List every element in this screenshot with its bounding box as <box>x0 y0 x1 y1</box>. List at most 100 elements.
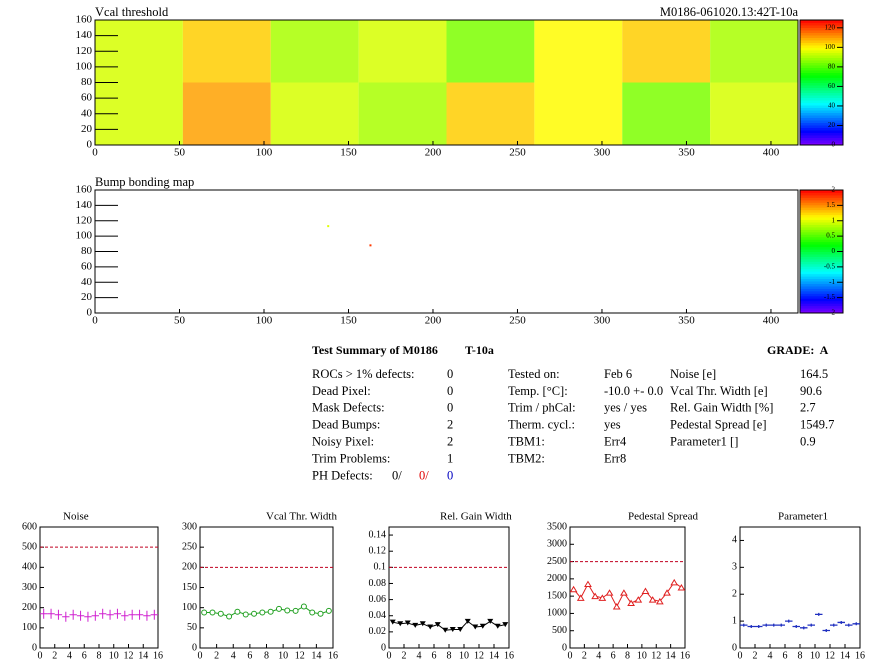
colorbar-step <box>800 305 843 309</box>
y-tick-label: 160 <box>76 184 93 196</box>
colorbar-step <box>800 82 843 86</box>
z-tick-label: -2 <box>829 309 835 317</box>
z-tick-label: 1 <box>832 216 836 224</box>
y-tick-label: 1500 <box>547 590 567 601</box>
chart-title: Bump bonding map <box>95 175 194 189</box>
x-tick-label: 14 <box>489 650 499 661</box>
marker <box>209 609 216 616</box>
colorbar-step <box>800 122 843 126</box>
chart-subtitle: M0186-061020.13:42T-10a <box>660 5 799 19</box>
colorbar-step <box>800 132 843 136</box>
y-tick-label: 4 <box>732 535 737 546</box>
summary-value: 0 <box>447 384 453 398</box>
y-tick-label: 200 <box>22 602 37 613</box>
colorbar-step <box>800 276 843 280</box>
marker <box>325 607 332 614</box>
colorbar-step <box>800 283 843 287</box>
colorbar-step <box>800 20 843 23</box>
x-tick-label: 8 <box>798 650 803 661</box>
frame <box>199 526 334 649</box>
colorbar-step <box>800 258 843 262</box>
marker <box>292 607 299 614</box>
summary-value: Feb 6 <box>604 367 632 381</box>
summary-value: 1549.7 <box>800 418 834 432</box>
colorbar-step <box>800 92 843 96</box>
chart-title: Rel. Gain Width <box>440 511 512 523</box>
marker <box>822 629 830 633</box>
x-tick-label: 8 <box>447 650 452 661</box>
colorbar-step <box>800 100 843 103</box>
heatmap-cell <box>534 82 623 145</box>
marker <box>740 623 748 627</box>
summary-label: Trim Problems: <box>312 451 390 465</box>
marker <box>464 618 471 624</box>
x-tick-label: 0 <box>387 650 392 661</box>
summary-label: Parameter1 [] <box>670 434 738 448</box>
marker <box>317 610 324 617</box>
y-tick-label: 3500 <box>547 521 567 532</box>
colorbar-step <box>800 241 843 245</box>
z-tick-label: 100 <box>825 43 836 51</box>
marker <box>777 623 785 627</box>
y-tick-label: 100 <box>76 60 93 72</box>
y-tick-label: 0.1 <box>374 562 387 573</box>
marker <box>113 608 122 619</box>
colorbar-step <box>800 117 843 121</box>
heatmap-cell <box>446 20 535 83</box>
marker <box>217 610 224 617</box>
series-line <box>392 620 506 631</box>
summary-value: yes <box>604 418 621 432</box>
colorbar-step <box>800 281 843 284</box>
summary-value: 0.9 <box>800 434 816 448</box>
colorbar-step <box>800 95 843 98</box>
colorbar-step <box>800 261 843 265</box>
summary-label: Dead Pixel: <box>312 384 371 398</box>
x-tick-label: 14 <box>840 650 850 661</box>
y-tick-label: 0.06 <box>369 594 387 605</box>
frame <box>739 526 861 649</box>
x-tick-label: 0 <box>198 650 203 661</box>
marker <box>275 605 282 612</box>
colorbar-step <box>800 204 843 208</box>
colorbar-step <box>800 234 843 238</box>
marker <box>284 607 291 614</box>
z-tick-label: 80 <box>828 62 836 70</box>
x-tick-label: 12 <box>295 650 305 661</box>
x-tick-label: 12 <box>825 650 835 661</box>
x-tick-label: 2 <box>214 650 219 661</box>
x-tick-label: 8 <box>97 650 102 661</box>
colorbar-step <box>800 130 843 133</box>
marker <box>770 623 778 627</box>
colorbar-step <box>800 290 843 294</box>
colorbar-step <box>800 112 843 116</box>
x-tick-label: 2 <box>402 650 407 661</box>
summary-label: Vcal Thr. Width [e] <box>670 384 768 398</box>
marker <box>389 619 396 625</box>
x-tick-label: 6 <box>247 650 252 661</box>
y-tick-label: 120 <box>76 214 93 226</box>
x-tick-label: 4 <box>231 650 236 661</box>
chart-title: Vcal threshold <box>95 5 169 19</box>
colorbar-step <box>800 197 843 201</box>
heatmap-cell <box>534 20 623 83</box>
colorbar-step <box>800 194 843 198</box>
colorbar-step <box>800 47 843 51</box>
marker <box>84 611 92 622</box>
colorbar-step <box>800 25 843 28</box>
marker <box>143 610 151 621</box>
colorbar-step <box>800 251 843 255</box>
summary-value: 90.6 <box>800 384 822 398</box>
summary-label: ROCs > 1% defects: <box>312 367 415 381</box>
colorbar-step <box>800 62 843 66</box>
summary-label: Therm. cycl.: <box>508 418 575 432</box>
summary-title: Test Summary of M0186 <box>312 343 438 357</box>
colorbar-step <box>800 42 843 46</box>
y-tick-label: 140 <box>76 199 93 211</box>
heatmap-cell <box>358 20 447 83</box>
y-tick-label: 140 <box>76 29 93 41</box>
marker <box>442 627 449 633</box>
summary-grade: GRADE: A <box>767 343 829 357</box>
colorbar-step <box>800 293 843 297</box>
colorbar-step <box>800 80 843 83</box>
colorbar-step <box>800 67 843 71</box>
